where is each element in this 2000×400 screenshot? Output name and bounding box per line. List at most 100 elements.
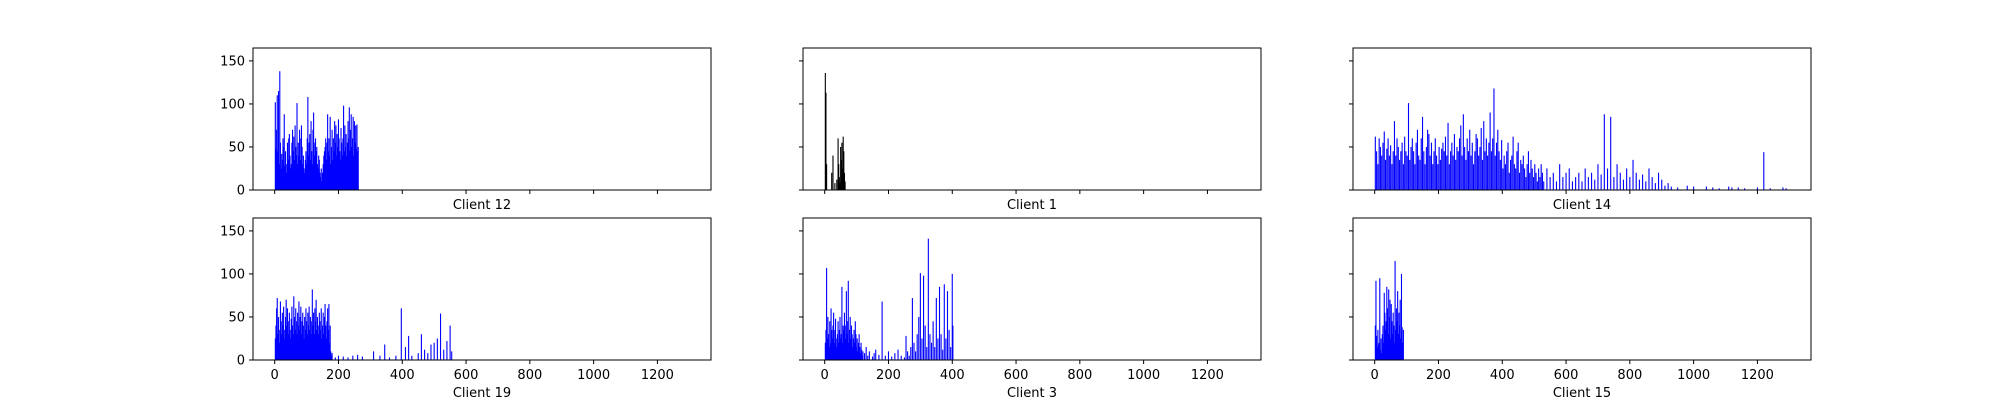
bar: [857, 351, 859, 360]
bar: [282, 138, 284, 190]
bar: [1392, 312, 1394, 360]
bar: [300, 334, 303, 360]
bar: [1522, 155, 1524, 190]
bar: [1487, 155, 1489, 190]
bar: [304, 172, 306, 190]
bar: [855, 334, 857, 360]
subplot-client-19: 0 50 100 150 0 200 400 600 800 1000 1200 Client 19: [220, 217, 712, 400]
bar: [897, 349, 899, 360]
bar: [286, 172, 288, 190]
bar: [950, 347, 952, 360]
bar: [318, 155, 320, 190]
bar: [357, 151, 359, 190]
bar: [843, 151, 845, 190]
bar: [293, 316, 296, 360]
x-tick-label: 0: [271, 368, 279, 383]
bar: [1498, 151, 1500, 190]
bar: [1393, 342, 1396, 360]
bar: [283, 306, 285, 360]
bar: [861, 349, 863, 360]
bar: [1393, 121, 1396, 190]
bar: [862, 351, 864, 360]
bar: [1526, 164, 1528, 190]
bar: [865, 347, 867, 360]
bar: [842, 325, 844, 360]
bar: [400, 308, 402, 360]
bar: [350, 129, 352, 190]
bar: [334, 121, 336, 190]
bar: [831, 338, 833, 360]
bar: [1391, 164, 1393, 190]
bar: [1474, 151, 1476, 190]
bar: [1517, 142, 1519, 190]
bar: [843, 329, 845, 360]
bar: [1530, 159, 1532, 190]
subplot-client-15: 0 200 400 600 800 1000 1200 Client 15: [1349, 217, 1812, 400]
bar: [1375, 280, 1377, 360]
bar: [344, 125, 346, 190]
bar: [317, 168, 319, 190]
bar: [887, 351, 890, 360]
bar: [908, 355, 910, 360]
bar: [1402, 329, 1404, 360]
bar: [1471, 142, 1473, 190]
bar: [294, 125, 296, 190]
x-tick-label: 1000: [577, 368, 610, 383]
bar: [1503, 155, 1505, 190]
bar: [296, 103, 298, 190]
bar: [355, 148, 357, 190]
bar: [328, 138, 330, 190]
bar: [282, 325, 284, 360]
bar: [884, 355, 886, 360]
bar: [276, 308, 278, 360]
bar: [932, 321, 934, 360]
bar-series: [1374, 88, 1787, 190]
bar: [277, 91, 280, 190]
bar: [436, 338, 438, 360]
bar: [1539, 177, 1541, 190]
bar: [404, 347, 406, 360]
bar: [1456, 146, 1458, 190]
subplot-client-14: Client 14: [1349, 47, 1812, 213]
bar: [1511, 155, 1513, 190]
bar: [1394, 261, 1396, 360]
bar: [309, 316, 311, 360]
bar: [333, 151, 335, 190]
bar: [285, 299, 287, 360]
bar: [1392, 334, 1394, 360]
bar: [1645, 181, 1647, 190]
bar: [873, 353, 875, 360]
axes-frame: [802, 47, 1262, 191]
bar: [832, 325, 834, 360]
bar: [1404, 136, 1406, 190]
bar: [923, 275, 925, 360]
bar: [284, 151, 287, 190]
bar: [288, 134, 290, 190]
y-tick-label: 100: [220, 97, 245, 112]
bar: [829, 342, 831, 360]
bar: [355, 125, 357, 190]
bar: [1489, 112, 1491, 190]
x-axis-label: Client 1: [1007, 198, 1057, 213]
bar: [1642, 174, 1644, 190]
bar: [1536, 181, 1538, 190]
bar: [1484, 151, 1486, 190]
bar: [1534, 164, 1536, 190]
bar: [824, 342, 826, 360]
bar: [276, 129, 278, 190]
bar: [927, 238, 929, 360]
bar: [308, 306, 310, 360]
bar: [1597, 164, 1599, 190]
bar: [1483, 121, 1485, 190]
bar: [838, 177, 840, 190]
bar: [303, 168, 305, 190]
axes-frame: [1352, 47, 1812, 191]
bar: [284, 338, 286, 360]
bar: [850, 325, 853, 360]
bar: [910, 347, 912, 360]
bar: [290, 168, 292, 190]
bar: [1384, 159, 1387, 190]
bar: [1389, 299, 1391, 360]
bar: [934, 347, 936, 360]
bar: [311, 321, 313, 360]
